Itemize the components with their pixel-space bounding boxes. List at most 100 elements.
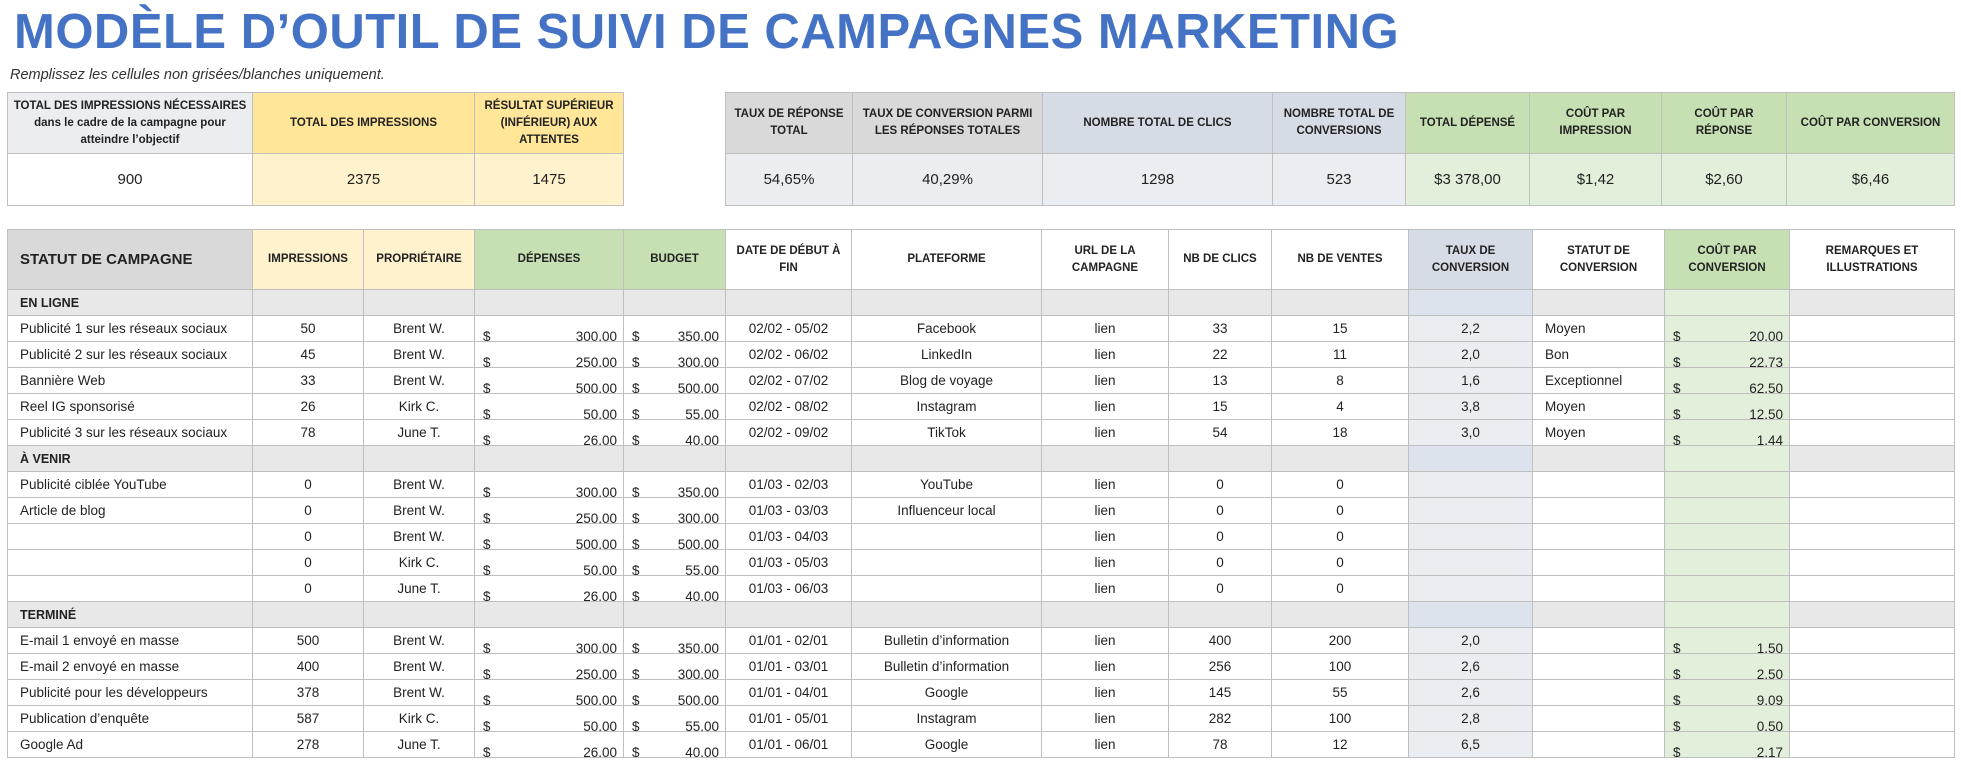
budget-cell[interactable]: $500,00 [623,679,726,706]
platform-cell[interactable]: Instagram [851,705,1042,732]
impressions-cell[interactable]: 0 [252,497,364,524]
platform-cell[interactable]: Facebook [851,315,1042,342]
platform-cell[interactable]: TikTok [851,419,1042,446]
owner-cell[interactable]: Brent W. [363,367,475,394]
sales-cell[interactable]: 12 [1271,731,1409,758]
clicks-cell[interactable]: 15 [1168,393,1272,420]
spend-cell[interactable]: $300,00 [474,315,624,342]
owner-cell[interactable]: Brent W. [363,627,475,654]
spend-cell[interactable]: $26,00 [474,731,624,758]
budget-cell[interactable]: $55,00 [623,393,726,420]
platform-cell[interactable]: Google [851,679,1042,706]
campaign-url-cell[interactable]: lien [1041,705,1169,732]
notes-cell[interactable] [1789,315,1955,342]
date-range-cell[interactable]: 01/01 - 02/01 [725,627,852,654]
sales-cell[interactable]: 200 [1271,627,1409,654]
campaign-url-cell[interactable]: lien [1041,549,1169,576]
budget-cell[interactable]: $55,00 [623,705,726,732]
conversion-status-cell[interactable] [1532,705,1665,732]
platform-cell[interactable]: YouTube [851,471,1042,498]
sales-cell[interactable]: 0 [1271,497,1409,524]
campaign-url-cell[interactable]: lien [1041,419,1169,446]
owner-cell[interactable]: June T. [363,575,475,602]
platform-cell[interactable]: Instagram [851,393,1042,420]
spend-cell[interactable]: $300,00 [474,471,624,498]
campaign-url-cell[interactable]: lien [1041,471,1169,498]
owner-cell[interactable]: Brent W. [363,497,475,524]
platform-cell[interactable] [851,549,1042,576]
clicks-cell[interactable]: 145 [1168,679,1272,706]
impressions-cell[interactable]: 0 [252,549,364,576]
conversion-status-cell[interactable] [1532,653,1665,680]
impressions-cell[interactable]: 278 [252,731,364,758]
sales-cell[interactable]: 55 [1271,679,1409,706]
date-range-cell[interactable]: 02/02 - 07/02 [725,367,852,394]
sales-cell[interactable]: 0 [1271,575,1409,602]
owner-cell[interactable]: June T. [363,731,475,758]
conversion-status-cell[interactable] [1532,471,1665,498]
notes-cell[interactable] [1789,497,1955,524]
clicks-cell[interactable]: 256 [1168,653,1272,680]
notes-cell[interactable] [1789,367,1955,394]
platform-cell[interactable]: LinkedIn [851,341,1042,368]
impressions-cell[interactable]: 378 [252,679,364,706]
budget-cell[interactable]: $40,00 [623,419,726,446]
sales-cell[interactable]: 0 [1271,471,1409,498]
campaign-name-cell[interactable]: Article de blog [7,497,253,524]
clicks-cell[interactable]: 22 [1168,341,1272,368]
impressions-cell[interactable]: 45 [252,341,364,368]
notes-cell[interactable] [1789,627,1955,654]
campaign-url-cell[interactable]: lien [1041,731,1169,758]
campaign-url-cell[interactable]: lien [1041,341,1169,368]
platform-cell[interactable] [851,575,1042,602]
sales-cell[interactable]: 100 [1271,705,1409,732]
impressions-cell[interactable]: 400 [252,653,364,680]
campaign-name-cell[interactable]: Publicité ciblée YouTube [7,471,253,498]
budget-cell[interactable]: $300,00 [623,653,726,680]
conversion-status-cell[interactable] [1532,575,1665,602]
platform-cell[interactable]: Blog de voyage [851,367,1042,394]
budget-cell[interactable]: $300,00 [623,341,726,368]
notes-cell[interactable] [1789,549,1955,576]
clicks-cell[interactable]: 0 [1168,575,1272,602]
sales-cell[interactable]: 8 [1271,367,1409,394]
conversion-status-cell[interactable]: Moyen [1532,315,1665,342]
campaign-url-cell[interactable]: lien [1041,575,1169,602]
conversion-status-cell[interactable]: Moyen [1532,393,1665,420]
impressions-cell[interactable]: 33 [252,367,364,394]
sales-cell[interactable]: 0 [1271,549,1409,576]
campaign-name-cell[interactable] [7,575,253,602]
platform-cell[interactable] [851,523,1042,550]
clicks-cell[interactable]: 400 [1168,627,1272,654]
notes-cell[interactable] [1789,393,1955,420]
campaign-name-cell[interactable]: E-mail 2 envoyé en masse [7,653,253,680]
conversion-status-cell[interactable]: Bon [1532,341,1665,368]
date-range-cell[interactable]: 02/02 - 06/02 [725,341,852,368]
owner-cell[interactable]: Kirk C. [363,549,475,576]
budget-cell[interactable]: $300,00 [623,497,726,524]
date-range-cell[interactable]: 01/01 - 04/01 [725,679,852,706]
date-range-cell[interactable]: 01/03 - 06/03 [725,575,852,602]
spend-cell[interactable]: $50,00 [474,549,624,576]
campaign-name-cell[interactable]: Publicité 1 sur les réseaux sociaux [7,315,253,342]
date-range-cell[interactable]: 01/01 - 05/01 [725,705,852,732]
campaign-name-cell[interactable] [7,549,253,576]
conversion-status-cell[interactable]: Exceptionnel [1532,367,1665,394]
conversion-status-cell[interactable] [1532,549,1665,576]
campaign-url-cell[interactable]: lien [1041,393,1169,420]
budget-cell[interactable]: $350,00 [623,471,726,498]
campaign-name-cell[interactable] [7,523,253,550]
sales-cell[interactable]: 15 [1271,315,1409,342]
owner-cell[interactable]: Brent W. [363,653,475,680]
impressions-cell[interactable]: 500 [252,627,364,654]
owner-cell[interactable]: Brent W. [363,523,475,550]
clicks-cell[interactable]: 0 [1168,497,1272,524]
budget-cell[interactable]: $40,00 [623,731,726,758]
budget-cell[interactable]: $55,00 [623,549,726,576]
impressions-cell[interactable]: 78 [252,419,364,446]
platform-cell[interactable]: Influenceur local [851,497,1042,524]
budget-cell[interactable]: $40,00 [623,575,726,602]
campaign-url-cell[interactable]: lien [1041,653,1169,680]
notes-cell[interactable] [1789,575,1955,602]
budget-cell[interactable]: $500,00 [623,523,726,550]
